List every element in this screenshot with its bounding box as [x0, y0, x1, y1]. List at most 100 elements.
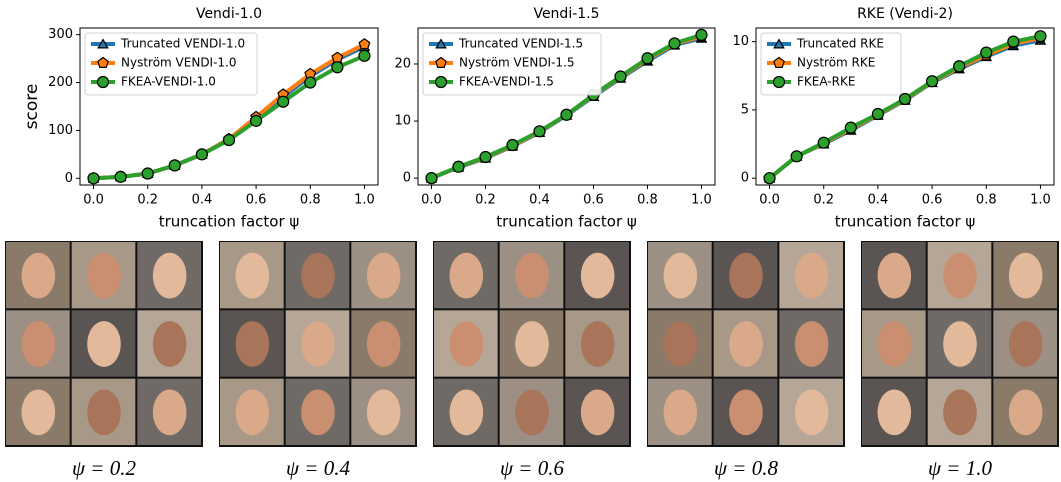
image-caption: ψ = 0.6 [500, 456, 564, 480]
face [87, 389, 121, 436]
legend-box [422, 32, 602, 96]
legend-label: FKEA-RKE [797, 75, 855, 89]
image-caption: ψ = 1.0 [928, 456, 992, 480]
legend-label: Truncated VENDI-1.0 [120, 37, 245, 51]
marker [763, 172, 776, 185]
chart-title: Vendi-1.0 [196, 6, 262, 22]
y-tick-label: 0 [403, 171, 411, 186]
marker [331, 61, 344, 74]
marker [695, 28, 708, 41]
legend-marker [435, 56, 447, 69]
y-tick-label: 5 [741, 102, 749, 117]
face [449, 321, 484, 367]
x-tick-label: 1.0 [1030, 193, 1051, 208]
face [729, 389, 763, 436]
face [235, 389, 270, 436]
marker [277, 95, 290, 108]
x-axis-label: truncation factor ψ [496, 213, 637, 231]
marker [358, 38, 371, 50]
face [1008, 252, 1043, 299]
face [87, 321, 121, 367]
marker [1034, 30, 1047, 43]
x-tick-label: 0.0 [759, 193, 780, 208]
legend-label: FKEA-VENDI-1.5 [459, 75, 554, 89]
image-caption: ψ = 0.8 [714, 456, 778, 480]
marker [1007, 35, 1020, 48]
face [515, 252, 549, 299]
face [515, 321, 549, 367]
legend-marker [773, 38, 785, 49]
face [21, 252, 56, 299]
y-tick-label: 300 [48, 27, 73, 42]
face [21, 389, 56, 436]
legend-box [84, 32, 258, 96]
x-axis-label: truncation factor ψ [159, 213, 300, 231]
x-tick-label: 0.8 [637, 193, 658, 208]
face [663, 252, 698, 299]
x-tick-label: 0.0 [83, 193, 104, 208]
y-tick-label: 0 [65, 171, 73, 186]
face [877, 389, 912, 436]
face [87, 252, 121, 299]
face [515, 389, 549, 436]
x-tick-label: 0.8 [976, 193, 997, 208]
face [235, 321, 270, 367]
x-tick-label: 0.8 [300, 193, 321, 208]
legend-marker [97, 38, 109, 49]
marker [168, 159, 181, 172]
marker [871, 107, 885, 121]
face [152, 321, 187, 367]
marker [506, 138, 519, 152]
x-tick-label: 0.6 [922, 193, 943, 208]
y-axis-label: score [22, 84, 42, 130]
x-tick-label: 0.4 [529, 193, 550, 208]
face [1008, 321, 1043, 367]
legend-marker [97, 56, 109, 69]
chart-title: RKE (Vendi-2) [857, 6, 953, 22]
legend-marker [772, 75, 786, 89]
marker [452, 160, 465, 173]
legend-box [760, 32, 902, 96]
face [449, 389, 484, 436]
face [729, 252, 763, 299]
y-tick-label: 200 [48, 75, 73, 90]
marker [114, 170, 127, 183]
x-tick-label: 0.4 [868, 193, 889, 208]
face [794, 252, 829, 299]
face [301, 321, 335, 367]
marker [844, 121, 857, 134]
marker [898, 92, 912, 106]
legend-label: FKEA-VENDI-1.0 [121, 75, 216, 89]
face [152, 389, 187, 436]
x-tick-label: 0.2 [475, 193, 496, 208]
y-tick-label: 100 [48, 123, 73, 138]
face [794, 389, 829, 436]
x-tick-label: 0.6 [246, 193, 267, 208]
legend-label: Nyström VENDI-1.0 [121, 56, 237, 70]
marker [980, 46, 993, 59]
marker [925, 75, 939, 88]
y-tick-label: 0 [741, 171, 749, 186]
legend-marker [96, 75, 110, 89]
y-tick-label: 20 [394, 56, 411, 71]
x-tick-label: 1.0 [691, 193, 712, 208]
marker [249, 114, 263, 127]
legend-label: Truncated VENDI-1.5 [458, 37, 583, 51]
face [663, 321, 698, 367]
image-caption: ψ = 0.4 [286, 456, 350, 480]
face [943, 252, 977, 299]
marker [953, 60, 966, 73]
face [1008, 389, 1043, 436]
face [943, 389, 977, 436]
x-tick-label: 0.2 [813, 193, 834, 208]
legend-label: Truncated RKE [796, 37, 884, 51]
face [366, 321, 401, 367]
x-tick-label: 0.2 [137, 193, 158, 208]
axes-frame [755, 27, 1055, 186]
face [235, 252, 270, 299]
x-tick-label: 1.0 [354, 193, 375, 208]
face [663, 389, 698, 436]
x-tick-label: 0.6 [583, 193, 604, 208]
face [449, 252, 484, 299]
